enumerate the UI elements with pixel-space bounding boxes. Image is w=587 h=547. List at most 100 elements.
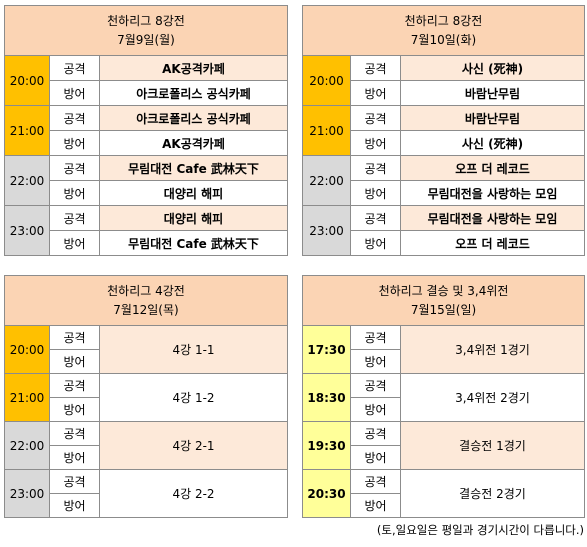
table-row: 22:00 공격 오프 더 레코드: [302, 155, 585, 206]
match-name: 4강 2-2: [99, 469, 288, 518]
table-title: 천하리그 결승 및 3,4위전: [378, 283, 509, 298]
time-slot: 20:00: [4, 325, 50, 374]
table-row: 21:00 공격 바람난무림: [302, 105, 585, 156]
role-label: 공격: [350, 205, 401, 231]
table-header: 천하리그 4강전 7월12일(목): [4, 275, 288, 326]
table-row: 방어 아크로폴리스 공식카페: [5, 80, 288, 106]
match-name: 결승전 1경기: [399, 421, 586, 470]
match-name: 4강 1-2: [99, 373, 288, 422]
role-label: 방어: [49, 445, 100, 470]
table-row: 23:00 공격 무림대전을 사랑하는 모임: [302, 205, 585, 256]
schedule-table-final: 천하리그 결승 및 3,4위전 7월15일(일) 17:30 공격 3,4위전 …: [301, 275, 586, 518]
table-row: 23:00 공격 대양리 해피: [4, 205, 288, 256]
team-name: 오프 더 레코드: [400, 155, 585, 181]
table-row: 17:30 공격 3,4위전 1경기: [302, 325, 586, 374]
table-row: 20:00 공격 AK공격카페: [4, 55, 288, 106]
role-label: 방어: [350, 180, 401, 206]
time-slot: 17:30: [302, 325, 351, 374]
table-row: 20:00 공격 4강 1-1: [4, 325, 288, 374]
time-slot: 23:00: [4, 205, 50, 256]
team-name: 무림대전 Cafe 武林天下: [99, 155, 288, 181]
time-slot: 20:00: [302, 55, 351, 106]
schedule-table-quarterfinal-day1: 천하리그 8강전 7월9일(월) 20:00 공격 AK공격카페 방어 아크로폴…: [4, 5, 288, 256]
team-name: 무림대전을 사랑하는 모임: [400, 180, 585, 206]
time-slot: 21:00: [4, 105, 50, 156]
role-label: 공격: [49, 373, 100, 398]
table-row: 21:00 공격 아크로폴리스 공식카페: [4, 105, 288, 156]
schedule-table-semifinal: 천하리그 4강전 7월12일(목) 20:00 공격 4강 1-1 방어 21:…: [4, 275, 288, 518]
table-title: 천하리그 4강전: [107, 283, 185, 298]
table-row: 방어: [303, 397, 585, 422]
role-label: 공격: [350, 55, 401, 81]
role-label: 방어: [350, 80, 401, 106]
time-slot: 23:00: [4, 469, 50, 518]
table-row: 23:00 공격 4강 2-2: [4, 469, 288, 518]
table-row: 방어 오프 더 레코드: [303, 230, 585, 256]
table-row: 19:30 공격 결승전 1경기: [302, 421, 586, 470]
table-row: 20:00 공격 사신 (死神): [302, 55, 585, 106]
team-name: 바람난무림: [400, 80, 585, 106]
match-name: 4강 1-1: [99, 325, 288, 374]
team-name: AK공격카페: [99, 130, 288, 156]
table-date: 7월15일(일): [410, 302, 477, 317]
role-label: 방어: [49, 493, 100, 518]
time-slot: 21:00: [4, 373, 50, 422]
table-row: 방어 무림대전 Cafe 武林天下: [5, 230, 288, 256]
role-label: 공격: [49, 105, 100, 131]
role-label: 공격: [49, 469, 100, 494]
team-name: 무림대전을 사랑하는 모임: [400, 205, 585, 231]
time-slot: 20:00: [4, 55, 50, 106]
table-header: 천하리그 8강전 7월10일(화): [302, 5, 585, 56]
role-label: 방어: [350, 349, 401, 374]
table-date: 7월10일(화): [410, 32, 477, 47]
match-name: 3,4위전 2경기: [399, 373, 586, 422]
schedule-note: (토,일요일은 평일과 경기시간이 다릅니다.): [376, 523, 584, 537]
table-header: 천하리그 결승 및 3,4위전 7월15일(일): [301, 275, 586, 326]
role-label: 방어: [49, 80, 100, 106]
team-name: 바람난무림: [400, 105, 585, 131]
team-name: 사신 (死神): [400, 55, 585, 81]
table-date: 7월9일(월): [117, 32, 175, 47]
table-row: 22:00 공격 4강 2-1: [4, 421, 288, 470]
time-slot: 19:30: [302, 421, 351, 470]
table-row: 방어: [5, 445, 288, 470]
role-label: 방어: [350, 397, 401, 422]
role-label: 방어: [49, 230, 100, 256]
team-name: 대양리 해피: [99, 180, 288, 206]
table-title: 천하리그 8강전: [107, 13, 185, 28]
role-label: 공격: [350, 325, 401, 350]
match-name: 3,4위전 1경기: [399, 325, 586, 374]
role-label: 방어: [350, 130, 401, 156]
role-label: 방어: [49, 180, 100, 206]
role-label: 공격: [49, 205, 100, 231]
time-slot: 22:00: [4, 155, 50, 206]
role-label: 공격: [350, 105, 401, 131]
table-row: 방어 대양리 해피: [5, 180, 288, 206]
role-label: 방어: [350, 230, 401, 256]
time-slot: 18:30: [302, 373, 351, 422]
team-name: 대양리 해피: [99, 205, 288, 231]
time-slot: 22:00: [4, 421, 50, 470]
table-row: 방어 바람난무림: [303, 80, 585, 106]
table-row: 방어: [303, 493, 585, 518]
role-label: 공격: [49, 325, 100, 350]
table-row: 22:00 공격 무림대전 Cafe 武林天下: [4, 155, 288, 206]
time-slot: 20:30: [302, 469, 351, 518]
table-row: 20:30 공격 결승전 2경기: [302, 469, 586, 518]
team-name: AK공격카페: [99, 55, 288, 81]
team-name: 아크로폴리스 공식카페: [99, 80, 288, 106]
role-label: 공격: [49, 55, 100, 81]
role-label: 방어: [350, 493, 401, 518]
table-row: 방어: [5, 397, 288, 422]
role-label: 공격: [350, 373, 401, 398]
role-label: 방어: [350, 445, 401, 470]
team-name: 무림대전 Cafe 武林天下: [99, 230, 288, 256]
table-header: 천하리그 8강전 7월9일(월): [4, 5, 288, 56]
time-slot: 22:00: [302, 155, 351, 206]
role-label: 공격: [350, 155, 401, 181]
table-row: 21:00 공격 4강 1-2: [4, 373, 288, 422]
role-label: 방어: [49, 130, 100, 156]
role-label: 방어: [49, 349, 100, 374]
table-row: 방어 AK공격카페: [5, 130, 288, 156]
table-row: 방어: [303, 349, 585, 374]
